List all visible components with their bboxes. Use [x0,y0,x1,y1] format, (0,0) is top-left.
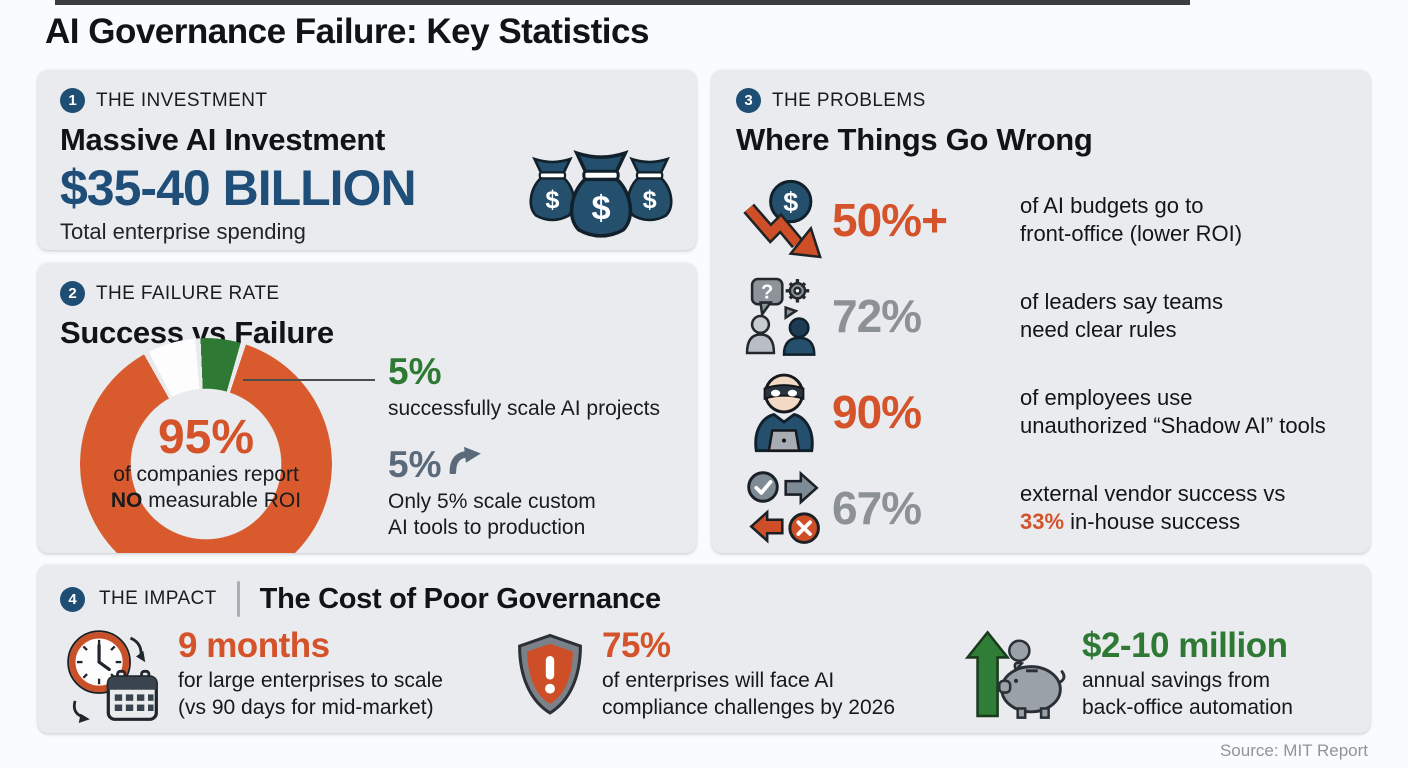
panel-impact: 4 THE IMPACT The Cost of Poor Governance [38,565,1370,733]
problems-heading: Where Things Go Wrong [736,122,1093,157]
vendor-text: external vendor success vs 33% in-house … [1020,481,1286,534]
section-label-impact: THE IMPACT [99,588,217,609]
donut-caption-line1: of companies report [113,463,299,487]
section-header-impact: 4 THE IMPACT The Cost of Poor Governance [60,581,1348,617]
shadow-ai-stat: 90% [832,386,922,438]
page-title: AI Governance Failure: Key Statistics [45,12,649,51]
budget-text: of AI budgets go to front-office (lower … [1020,193,1243,246]
source-attribution: Source: MIT Report [1219,741,1368,760]
problem-row-budget: $ 50%+ of AI budgets go to front-office … [736,172,1346,268]
budget-stat: 50%+ [832,194,948,246]
problem-row-rules: ? [736,268,1346,364]
number-badge-2: 2 [60,281,85,306]
trend-up-arrow-icon [450,446,482,474]
header-divider [236,581,240,617]
donut-caption-line2: NO measurable ROI [110,489,302,512]
failure-stat: 95% [157,411,255,465]
vendor-stat: 67% [832,482,922,534]
impact-item-savings: $2-10 million annual savings from back-o… [964,627,1344,723]
donut-center-label: 95% of companies report NO measurable RO… [80,338,332,553]
panel-problems: 3 THE PROBLEMS Where Things Go Wrong $ 5… [712,70,1370,553]
timeline-textblock: 9 months for large enterprises to scale … [178,626,443,722]
number-badge-1: 1 [60,88,85,113]
problems-rows: $ 50%+ of AI budgets go to front-office … [736,172,1346,553]
panel-failure-rate: 2 THE FAILURE RATE Success vs Failure 95… [38,263,696,553]
investment-heading: Massive AI Investment [60,122,386,157]
section-label-investment: THE INVESTMENT [96,89,268,111]
money-bags-icon: $ [529,151,673,238]
section-header-failure-rate: 2 THE FAILURE RATE [60,281,674,306]
section-header-investment: 1 THE INVESTMENT [60,88,674,113]
impact-item-compliance: 75% of enterprises will face AI complian… [512,627,964,723]
investment-stat: $35-40 BILLION [60,160,417,216]
success-callout: 5% successfully scale AI projects [388,353,660,422]
vendor-vs-inhouse-icon [736,466,832,550]
problem-row-shadow-ai: 90% of employees use unauthorized “Shado… [736,364,1346,460]
number-badge-4: 4 [60,586,85,612]
success-vs-failure-donut-chart [80,338,332,553]
savings-textblock: $2-10 million annual savings from back-o… [1082,626,1293,722]
compliance-textblock: 75% of enterprises will face AI complian… [602,626,896,722]
donut-leader-line [243,379,375,381]
compliance-text: of enterprises will face AI compliance c… [602,669,896,719]
section-label-problems: THE PROBLEMS [772,89,926,111]
cropped-text-artifact [55,0,1190,5]
rules-text: of leaders say teams need clear rules [1020,289,1223,342]
section-label-failure-rate: THE FAILURE RATE [96,282,280,304]
production-scale-stat: 5% [388,446,596,483]
clock-calendar-icon [67,630,158,723]
shadow-ai-text: of employees use unauthorized “Shadow AI… [1020,385,1326,438]
problem-row-vendor: 67% external vendor success vs 33% in-ho… [736,460,1346,553]
svg-text:$: $ [783,187,798,217]
production-scale-text: Only 5% scale custom AI tools to product… [388,490,596,540]
unclear-rules-icon: ? [736,274,832,358]
compliance-stat: 75% [602,626,671,666]
success-text: successfully scale AI projects [388,397,660,420]
timeline-stat: 9 months [178,626,330,666]
section-header-problems: 3 THE PROBLEMS [736,88,1346,113]
declining-budget-icon: $ [736,178,832,262]
shadow-ai-user-icon [736,370,832,454]
investment-caption: Total enterprise spending [60,218,306,244]
success-stat: 5% [388,351,442,392]
production-scale-callout: 5% Only 5% scale custom AI tools to prod… [388,446,596,542]
warning-shield-icon [518,633,582,715]
timeline-text: for large enterprises to scale (vs 90 da… [178,669,443,719]
savings-stat: $2-10 million [1082,626,1288,666]
number-badge-3: 3 [736,88,761,113]
piggy-bank-growth-icon [964,630,1066,719]
panel-investment: 1 THE INVESTMENT Massive AI Investment $… [38,70,696,250]
rules-stat: 72% [832,290,922,342]
impact-heading: The Cost of Poor Governance [259,582,661,615]
savings-text: annual savings from back-office automati… [1082,669,1293,719]
impact-items: 9 months for large enterprises to scale … [60,627,1348,723]
impact-item-timeline: 9 months for large enterprises to scale … [60,627,512,723]
svg-text:?: ? [761,281,773,303]
